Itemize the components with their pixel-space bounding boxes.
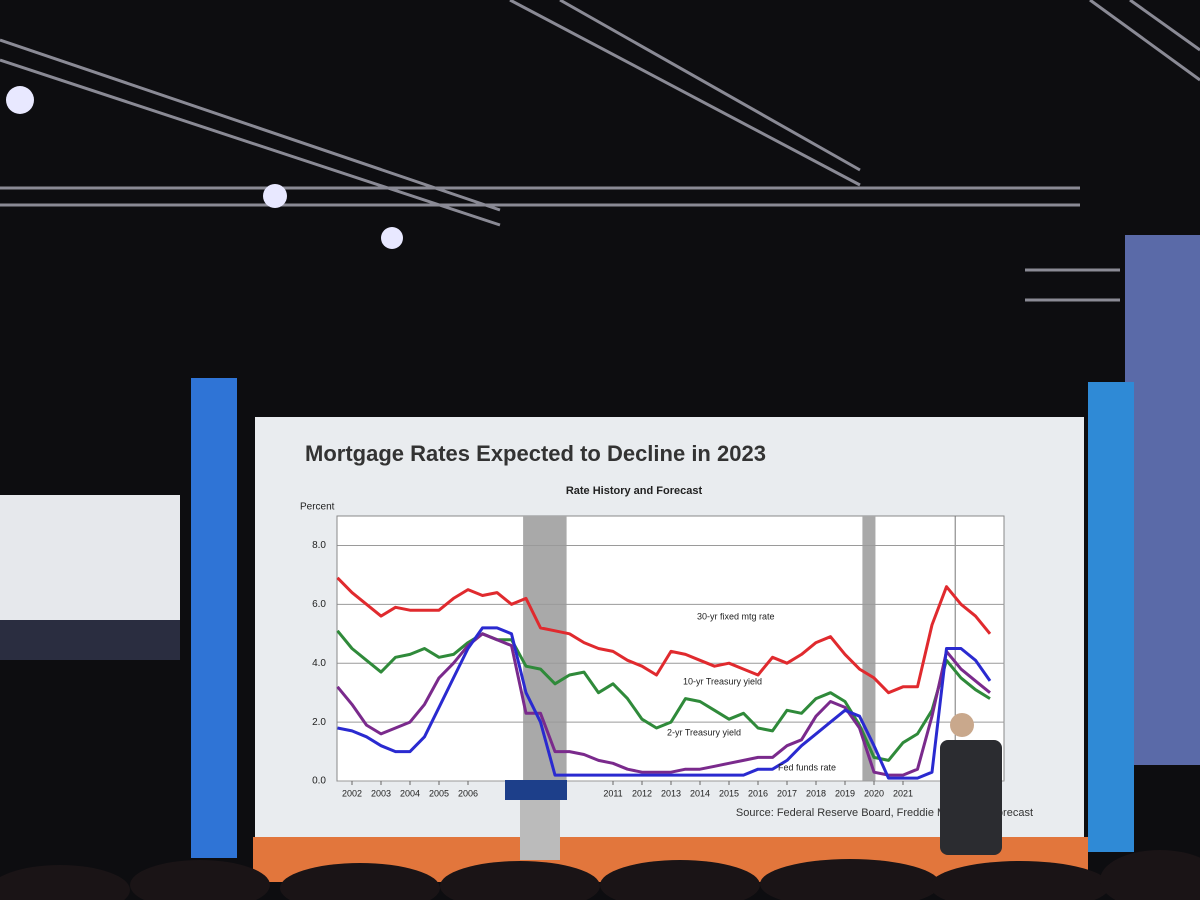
stage-light <box>6 86 34 114</box>
x-tick-label: 2011 <box>603 788 622 798</box>
y-tick-label: 6.0 <box>312 599 326 610</box>
side-slide <box>0 495 180 620</box>
series-label: 10-yr Treasury yield <box>683 676 762 686</box>
series-line <box>337 626 992 780</box>
y-tick-label: 0.0 <box>312 776 326 787</box>
x-tick-label: 2021 <box>893 788 913 798</box>
series-label: Fed funds rate <box>778 762 836 772</box>
x-tick-label: 2012 <box>632 788 652 798</box>
x-tick-label: 2018 <box>806 788 826 798</box>
stage-light <box>263 184 287 208</box>
plot: 0.0 2.0 4.0 6.0 8.0 2002 2003 2004 2005 2006 2011 2… <box>312 516 1005 798</box>
x-tick-label: 2017 <box>777 788 797 798</box>
y-tick-label: 2.0 <box>312 717 326 728</box>
x-tick-label: 2006 <box>458 788 478 798</box>
pillar <box>1088 382 1134 852</box>
x-tick-label: 2003 <box>371 788 391 798</box>
series-line <box>336 576 992 695</box>
stage-light <box>381 227 403 249</box>
truss <box>0 0 1200 302</box>
series-line <box>336 632 991 777</box>
pillar <box>191 378 237 858</box>
series-label: 2-yr Treasury yield <box>667 727 741 737</box>
podium <box>520 800 560 860</box>
y-axis-label: Percent <box>300 502 335 513</box>
x-tick-label: 2004 <box>400 788 420 798</box>
side-screen <box>1125 235 1200 765</box>
x-tick-label: 2014 <box>690 788 710 798</box>
speaker-head <box>950 713 974 737</box>
x-tick-label: 2015 <box>719 788 739 798</box>
x-tick-label: 2016 <box>748 788 768 798</box>
x-tick-label: 2019 <box>835 788 855 798</box>
series-label: 30-yr fixed mtg rate <box>697 611 775 621</box>
y-tick-label: 8.0 <box>312 540 326 551</box>
x-tick-label: 2013 <box>661 788 681 798</box>
x-tick-label: 2020 <box>864 788 884 798</box>
speaker <box>940 740 1002 855</box>
podium-sign <box>505 780 567 800</box>
x-tick-label: 2002 <box>342 788 362 798</box>
x-tick-label: 2005 <box>429 788 449 798</box>
recession-band <box>862 516 876 781</box>
plot-area <box>336 515 1005 782</box>
y-tick-label: 4.0 <box>312 658 326 669</box>
side-slide-footer <box>0 620 180 660</box>
audience <box>0 850 1200 900</box>
chart-subtitle: Rate History and Forecast <box>566 485 703 497</box>
chart-title: Mortgage Rates Expected to Decline in 20… <box>305 441 766 466</box>
